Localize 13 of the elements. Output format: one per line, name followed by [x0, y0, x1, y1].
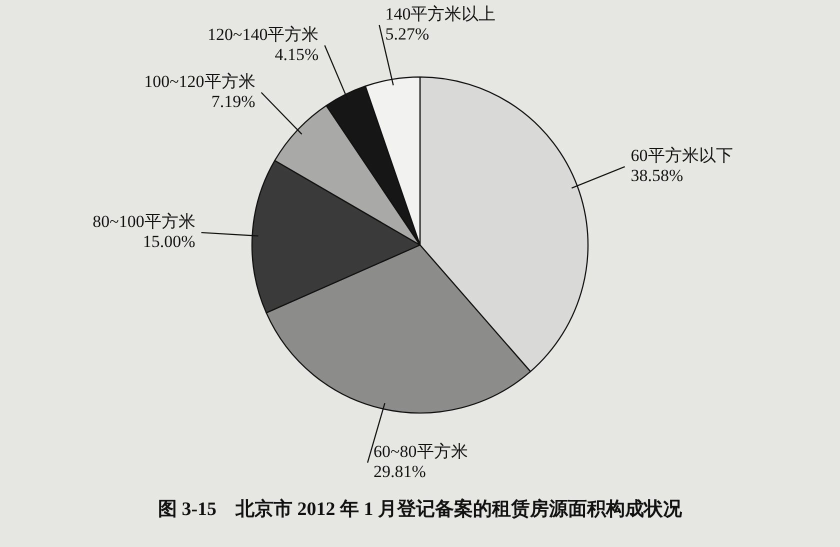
slice-label: 140平方米以上 — [385, 4, 496, 24]
data-label: 15.00% — [142, 232, 196, 252]
data-label: 5.27% — [385, 24, 430, 44]
data-label: 7.19% — [211, 92, 256, 111]
slice-label: 100~120平方米 — [144, 72, 256, 91]
slice-label: 80~100平方米 — [92, 212, 196, 232]
slice-label: 60平方米以下 — [630, 146, 733, 166]
slice-label: 120~140平方米 — [207, 24, 319, 44]
data-label: 29.81% — [374, 462, 426, 482]
slice-label: 60~80平方米 — [374, 442, 468, 462]
data-label: 4.15% — [274, 44, 319, 64]
data-label: 38.58% — [630, 166, 684, 186]
text: 图 3-15 北京市 2012 年 1 月登记备案的租赁房源面积构成状况 — [156, 497, 684, 522]
